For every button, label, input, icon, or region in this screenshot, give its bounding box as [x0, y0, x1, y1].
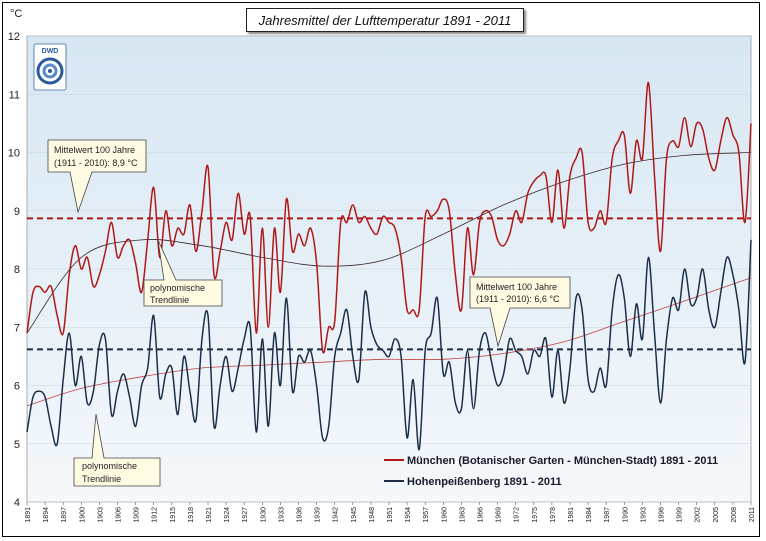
x-tick-label: 1948 — [369, 507, 376, 523]
x-tick-label: 1960 — [441, 507, 448, 523]
mean-lines — [27, 217, 751, 351]
hohenpeissenberg-series-line — [26, 239, 752, 451]
x-tick-label: 1894 — [43, 507, 50, 523]
y-tick-label: 9 — [14, 206, 20, 218]
trend-lines — [26, 152, 752, 407]
series-lines — [26, 81, 752, 451]
x-tick-label: 1906 — [116, 507, 123, 523]
x-tick-label: 1945 — [351, 507, 358, 523]
munich-trend-label-2: Trendlinie — [150, 295, 189, 305]
x-tick-label: 1996 — [659, 507, 666, 523]
x-tick-label: 1924 — [224, 507, 231, 523]
munich-series-line — [26, 81, 752, 354]
hohenpeissenberg-trend-line — [26, 277, 752, 407]
y-tick-label: 12 — [8, 31, 20, 43]
x-tick-label: 1978 — [550, 507, 557, 523]
gridlines — [27, 35, 751, 503]
x-tick-label: 1939 — [315, 507, 322, 523]
x-tick-label: 1891 — [25, 507, 32, 523]
munich-mean-label-2: (1911 - 2010): 8,9 °C — [54, 158, 138, 168]
x-tick-label: 1981 — [568, 507, 575, 523]
x-tick-label: 1999 — [677, 507, 684, 523]
x-tick-label: 1927 — [242, 507, 249, 523]
x-tick-label: 1972 — [514, 507, 521, 523]
x-tick-label: 1957 — [423, 507, 430, 523]
y-tick-label: 7 — [14, 322, 20, 334]
x-tick-label: 2011 — [749, 507, 756, 522]
x-tick-label: 1918 — [188, 507, 195, 523]
x-tick-label: 2008 — [731, 507, 738, 523]
x-tick-label: 1990 — [622, 507, 629, 523]
x-tick-label: 1954 — [405, 507, 412, 523]
legend-label-munich: München (Botanischer Garten - München-St… — [407, 455, 718, 467]
x-tick-label: 1921 — [206, 507, 213, 523]
x-tick-label: 1915 — [170, 507, 177, 523]
x-tick-label: 1903 — [97, 507, 104, 523]
hohenpeissenberg-trend-label-1: polynomische — [82, 461, 137, 471]
x-tick-label: 1969 — [496, 507, 503, 523]
dwd-logo: DWD — [33, 43, 67, 91]
x-tick-label: 1936 — [297, 507, 304, 523]
x-tick-label: 1987 — [604, 507, 611, 523]
hohenpeissenberg-mean-label-1: Mittelwert 100 Jahre — [476, 282, 557, 292]
munich-mean-label-1: Mittelwert 100 Jahre — [54, 145, 135, 155]
x-tick-label: 1951 — [387, 507, 394, 523]
y-tick-label: 8 — [14, 264, 20, 276]
chart-title: Jahresmittel der Lufttemperatur 1891 - 2… — [258, 12, 512, 28]
logo-text: DWD — [42, 48, 59, 55]
x-tick-label: 1933 — [278, 507, 285, 523]
munich-trend-line — [26, 152, 752, 334]
y-axis: 12 11 10 9 8 7 6 5 4 — [8, 31, 20, 509]
x-axis: 1891 1894 1897 1900 1903 1906 1909 1912 1915 1918… — [25, 502, 756, 523]
munich-trend-callout: polynomische Trendlinie — [143, 239, 223, 307]
x-tick-label: 1966 — [478, 507, 485, 523]
y-tick-label: 4 — [14, 497, 20, 509]
x-tick-label: 1993 — [640, 507, 647, 523]
x-tick-label: 1975 — [532, 507, 539, 523]
x-tick-label: 1909 — [134, 507, 141, 523]
x-tick-label: 1897 — [61, 507, 68, 523]
x-tick-label: 1900 — [79, 507, 86, 523]
legend: München (Botanischer Garten - München-St… — [384, 455, 718, 488]
x-tick-label: 2002 — [695, 507, 702, 523]
x-tick-label: 1930 — [260, 507, 267, 523]
munich-mean-callout: Mittelwert 100 Jahre (1911 - 2010): 8,9 … — [47, 139, 147, 214]
hohenpeissenberg-trend-label-2: Trendlinie — [82, 474, 121, 484]
x-tick-label: 1942 — [333, 507, 340, 523]
x-tick-label: 1912 — [152, 507, 159, 523]
x-tick-label: 2005 — [713, 507, 720, 523]
hohenpeissenberg-mean-label-2: (1911 - 2010): 6,6 °C — [476, 294, 560, 304]
y-tick-label: 11 — [9, 89, 20, 101]
hohenpeissenberg-mean-callout: Mittelwert 100 Jahre (1911 - 2010): 6,6 … — [469, 276, 571, 348]
y-tick-label: 5 — [14, 439, 20, 451]
hohenpeissenberg-trend-callout: polynomische Trendlinie — [73, 413, 161, 487]
legend-label-hohenpeissenberg: Hohenpeißenberg 1891 - 2011 — [407, 476, 562, 488]
munich-trend-label-1: polynomische — [150, 283, 205, 293]
y-axis-unit: °C — [10, 8, 23, 20]
x-tick-label: 1963 — [459, 507, 466, 523]
y-tick-label: 6 — [14, 381, 20, 393]
y-tick-label: 10 — [8, 148, 20, 160]
chart-title-box: Jahresmittel der Lufttemperatur 1891 - 2… — [246, 8, 524, 32]
x-tick-label: 1984 — [586, 507, 593, 523]
